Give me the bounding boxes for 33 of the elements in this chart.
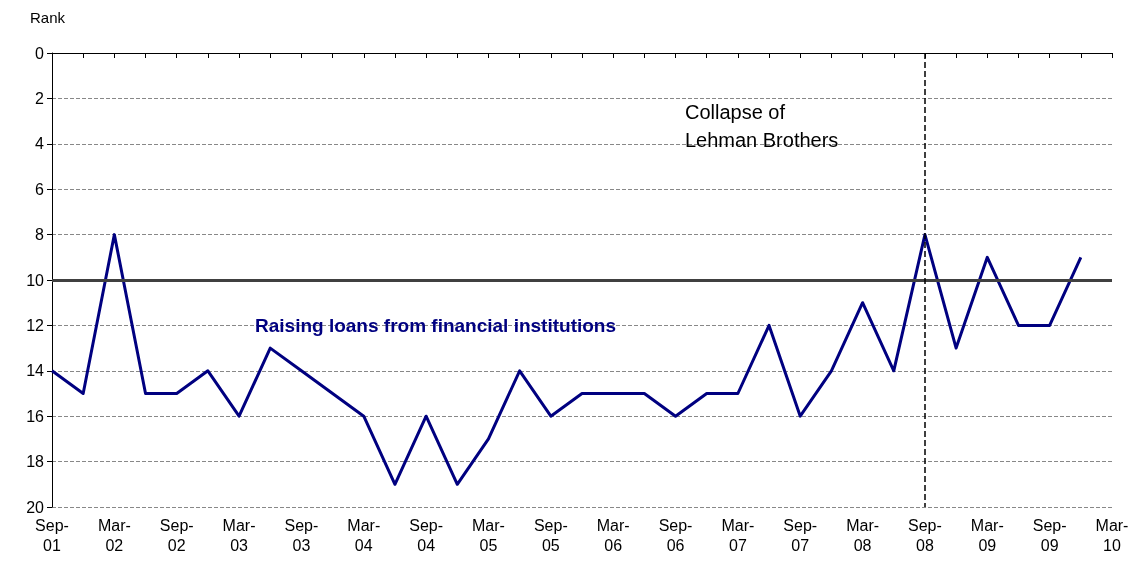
y-tick-label: 0 (35, 44, 45, 62)
y-tick-label: 10 (26, 271, 45, 289)
y-tick-label: 6 (35, 180, 45, 198)
y-tick-label: 18 (26, 453, 45, 471)
y-tick-label: 8 (35, 226, 45, 244)
y-tick-label: 4 (35, 135, 45, 153)
line-series (50, 233, 1083, 486)
series-label: Raising loans from financial institutions (255, 315, 617, 336)
x-tick-label: Mar-10 (1095, 516, 1129, 554)
x-tick-label: Mar-06 (596, 516, 630, 554)
x-tick-label: Sep-04 (409, 516, 444, 554)
y-tick-label: 20 (26, 498, 45, 516)
x-tick-label: Mar-03 (222, 516, 256, 554)
x-tick-label: Sep-08 (908, 516, 942, 554)
x-tick-label: Sep-07 (783, 516, 818, 554)
x-tick-label: Mar-02 (97, 516, 131, 554)
x-tick-label: Sep-03 (284, 516, 319, 554)
ref-line-label: Collapse of Lehman Brothers (684, 101, 839, 152)
x-tick-label: Mar-04 (347, 516, 381, 554)
x-tick-label: Sep-01 (35, 516, 69, 554)
x-tick-label: Sep-05 (533, 516, 568, 554)
x-tick-label: Sep-06 (658, 516, 693, 554)
y-axis-title: Rank (30, 9, 66, 26)
y-tick-label: 16 (26, 407, 45, 425)
x-tick-label: Mar-07 (721, 516, 755, 554)
x-tick-label: Mar-09 (970, 516, 1004, 554)
x-tick-label: Mar-05 (472, 516, 505, 554)
y-tick-label: 14 (26, 362, 45, 380)
y-tick-label: 2 (35, 89, 45, 107)
x-tick-label: Mar-08 (846, 516, 880, 554)
x-tick-label: Sep-02 (159, 516, 194, 554)
y-tick-label: 12 (26, 316, 45, 334)
x-tick-label: Sep-09 (1032, 516, 1067, 554)
